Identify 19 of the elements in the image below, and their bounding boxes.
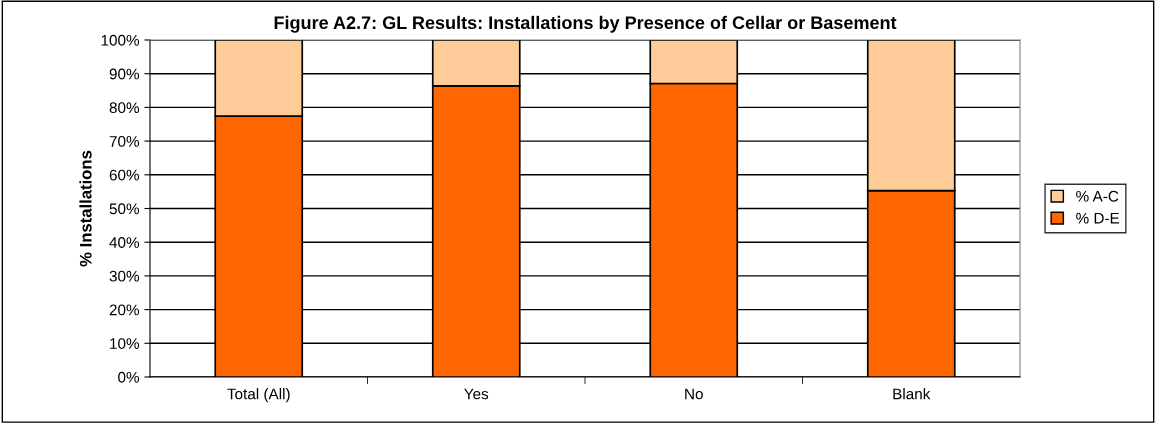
y-tick-label: 20% [109,304,140,316]
x-tick-label: Blank [893,388,931,400]
x-tick-label: Total (All) [227,388,290,403]
x-tick-label: Yes [464,388,489,400]
x-tick-label: No [685,388,703,400]
y-tick-label: 50% [109,203,140,215]
y-tick-label: 100% [101,34,140,46]
y-tick-label: 40% [109,237,140,248]
chart-title: Figure A2.7: GL Results: Installations by Presence of Cellar or Basement [274,15,897,33]
y-tick-label: 80% [109,102,140,114]
y-tick-label: 70% [109,135,140,147]
y-tick-label: 30% [109,270,140,282]
legend-label: % A-C [1076,190,1119,202]
y-axis-title: % Installations [79,150,92,267]
y-tick-label: 60% [109,169,140,181]
y-tick-label: 90% [109,68,140,80]
y-tick-label: 0% [118,371,140,383]
legend-label: % D-E [1076,212,1120,224]
y-tick-label: 10% [110,338,140,349]
